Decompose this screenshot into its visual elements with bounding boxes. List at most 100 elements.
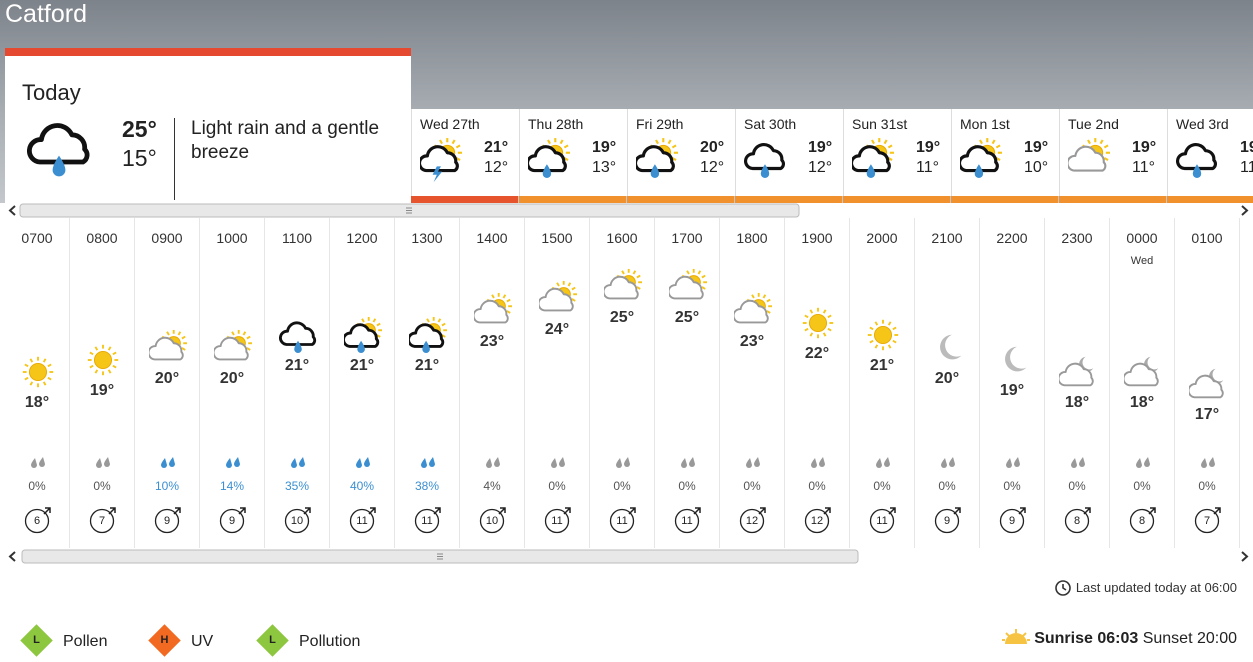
- icon-part: [147, 336, 184, 360]
- icon-part: [632, 290, 637, 295]
- icon-part: [823, 507, 831, 515]
- day-bar: [627, 196, 734, 203]
- icon-part: [1006, 457, 1020, 468]
- icon-part: [472, 293, 512, 324]
- icon-part: [479, 508, 505, 534]
- precip-chance: 0%: [93, 479, 111, 493]
- precip-icon: [678, 456, 698, 477]
- precip-icon: [483, 456, 503, 477]
- wind: 11: [869, 507, 896, 534]
- icon-part: [441, 334, 446, 339]
- day-max: 19°: [1132, 139, 1157, 156]
- icon-part: [486, 298, 491, 303]
- icon-part: [1201, 457, 1215, 468]
- hour-column: 0800 19° 0% 7: [70, 218, 135, 548]
- day-tab[interactable]: Sat 30th 19° 12°: [735, 109, 843, 196]
- icon-part: [342, 323, 380, 349]
- icon-part: [571, 286, 576, 291]
- icon-part: [551, 298, 556, 302]
- scrollbar-bottom[interactable]: [0, 549, 1253, 565]
- hour-temp: 21°: [349, 357, 375, 375]
- icon-part: [1136, 457, 1150, 468]
- precip-icon: [158, 456, 178, 477]
- icon-part: [999, 508, 1025, 534]
- wind: 7: [1194, 507, 1221, 534]
- icon-part: [995, 144, 1001, 149]
- day-tab[interactable]: Wed 3rd 19° 11°: [1167, 109, 1253, 196]
- icon-part: [24, 508, 50, 534]
- icon-part: [867, 320, 899, 351]
- icon-part: [357, 341, 365, 354]
- day-max: 19°: [916, 139, 941, 156]
- icon-part: [991, 139, 996, 145]
- precip-chance: 0%: [873, 479, 891, 493]
- icon-part: [1194, 508, 1220, 534]
- icon-part: [1018, 507, 1026, 515]
- icon-part: [1064, 507, 1091, 534]
- icon-part: [876, 457, 890, 468]
- day-tab[interactable]: Thu 28th 19° 13°: [519, 109, 627, 196]
- arrow-right[interactable]: [1241, 205, 1249, 216]
- today-panel[interactable]: Today 25° 15° Light rain and a gentle br…: [5, 48, 411, 203]
- precip-chance: 0%: [1133, 479, 1151, 493]
- hour-time: 1900: [801, 230, 833, 246]
- day-tab[interactable]: Fri 29th 20° 12°: [627, 109, 735, 196]
- location: Catford: [5, 0, 87, 28]
- icon-part: [542, 164, 552, 178]
- icon-part: [166, 350, 170, 355]
- scrollbar-top[interactable]: [0, 203, 1253, 218]
- precip-chance: 38%: [414, 479, 440, 493]
- day-tab[interactable]: Tue 2nd 19° 11°: [1059, 109, 1167, 196]
- icon-part: [1129, 507, 1156, 534]
- icon-part: [107, 368, 112, 374]
- icon-part: [1103, 144, 1109, 149]
- icon-part: [563, 157, 569, 162]
- day-max: 19°: [1024, 139, 1049, 156]
- hour-column: 1800 23° 0% 12: [720, 218, 785, 548]
- day-name: Wed 3rd: [1176, 116, 1229, 132]
- icon-part: [873, 326, 893, 345]
- icon-part: [291, 458, 297, 468]
- icon-part: [874, 321, 879, 326]
- icon-part: [479, 507, 506, 534]
- precip-chance: 4%: [483, 479, 501, 493]
- hour-column: 2300 18° 0% 8: [1045, 218, 1110, 548]
- icon-part: [701, 286, 706, 290]
- day-tab[interactable]: Wed 27th 21° 12°: [411, 109, 519, 196]
- icon-part: [426, 338, 430, 343]
- icon-part: [559, 457, 565, 467]
- day-tab[interactable]: Sun 31st 19° 11°: [843, 109, 951, 196]
- icon-part: [154, 508, 180, 534]
- sun-times: Sunrise 06:03 Sunset 20:00: [1034, 630, 1237, 648]
- wind: 9: [999, 507, 1026, 534]
- icon-part: [1129, 508, 1155, 534]
- arrow-left[interactable]: [8, 205, 16, 216]
- icon-part: [31, 457, 45, 468]
- icon-part: [494, 457, 500, 467]
- icon-part: [934, 507, 961, 534]
- day-tabs: Wed 27th 21° 12° Thu 28th 19° 13° Fri 29th 20° 1…: [0, 0, 1253, 203]
- icon-part: [1144, 356, 1159, 372]
- icon-part: [887, 344, 892, 350]
- arrow-right[interactable]: [1241, 551, 1249, 562]
- precip-chance: 0%: [1003, 479, 1021, 493]
- icon-part: [417, 138, 462, 183]
- weather-icon: [472, 292, 512, 339]
- icon-part: [1176, 143, 1217, 178]
- icon-part: [556, 282, 560, 287]
- arrow-left[interactable]: [8, 551, 16, 562]
- wind-speed: 9: [1008, 515, 1016, 527]
- wind-speed: 8: [1073, 515, 1081, 527]
- today-icon: [26, 114, 91, 189]
- day-tab[interactable]: Mon 1st 19° 10°: [951, 109, 1059, 196]
- indices: L Pollen H UV L Pollution: [0, 620, 500, 662]
- icon-part: [1055, 580, 1071, 596]
- wind: 12: [739, 507, 766, 534]
- precip-chance: 10%: [154, 479, 180, 493]
- icon-part: [1005, 346, 1027, 371]
- weather-icon: [929, 329, 967, 376]
- icon-part: [491, 314, 495, 319]
- icon-part: [957, 145, 999, 173]
- icon-part: [407, 317, 447, 354]
- hour-time: 2100: [931, 230, 963, 246]
